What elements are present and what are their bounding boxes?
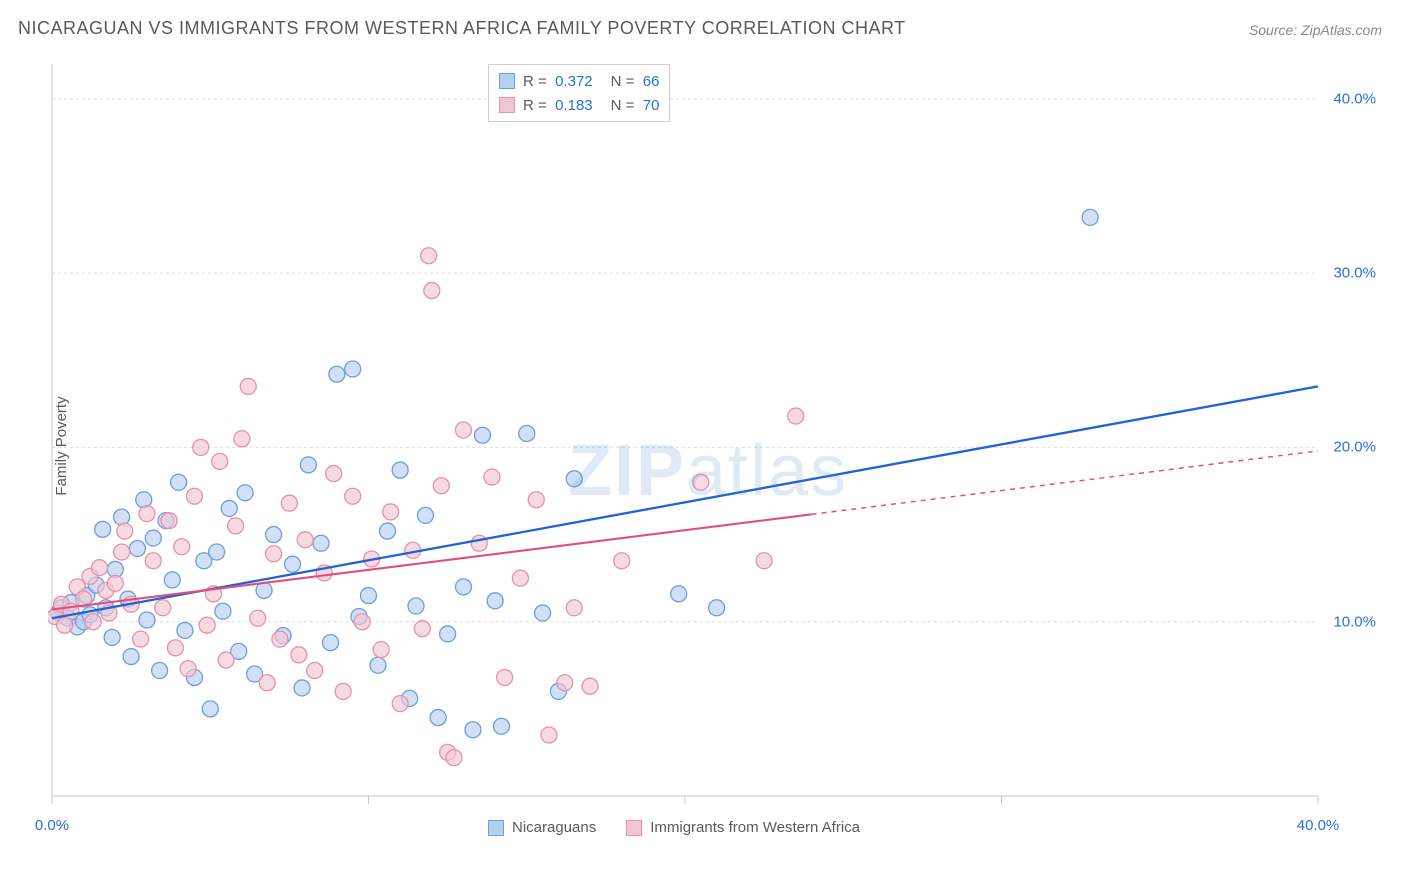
legend-label: Nicaraguans bbox=[512, 819, 596, 836]
legend-item: Nicaraguans bbox=[488, 819, 596, 836]
legend-label: Immigrants from Western Africa bbox=[650, 819, 860, 836]
legend-row: R = 0.372 N = 66 bbox=[499, 69, 659, 93]
series-legend: Nicaraguans Immigrants from Western Afric… bbox=[488, 819, 860, 836]
source-attribution: Source: ZipAtlas.com bbox=[1249, 22, 1382, 38]
correlation-legend: R = 0.372 N = 66 R = 0.183 N = 70 bbox=[488, 64, 670, 122]
n-stat: N = 70 bbox=[611, 97, 660, 114]
x-tick-label: 0.0% bbox=[35, 817, 69, 834]
y-tick-label: 40.0% bbox=[1333, 90, 1376, 107]
legend-swatch bbox=[488, 820, 504, 836]
plot-area: ZIPatlas 10.0%20.0%30.0%40.0% 0.0%40.0% … bbox=[48, 60, 1388, 840]
legend-row: R = 0.183 N = 70 bbox=[499, 93, 659, 117]
y-tick-label: 10.0% bbox=[1333, 613, 1376, 630]
legend-swatch bbox=[499, 73, 515, 89]
y-tick-label: 20.0% bbox=[1333, 439, 1376, 456]
r-stat: R = 0.183 bbox=[523, 97, 593, 114]
y-tick-label: 30.0% bbox=[1333, 265, 1376, 282]
legend-item: Immigrants from Western Africa bbox=[626, 819, 860, 836]
legend-swatch bbox=[626, 820, 642, 836]
chart-title: NICARAGUAN VS IMMIGRANTS FROM WESTERN AF… bbox=[18, 18, 906, 39]
r-stat: R = 0.372 bbox=[523, 73, 593, 90]
n-stat: N = 66 bbox=[611, 73, 660, 90]
chart-container: NICARAGUAN VS IMMIGRANTS FROM WESTERN AF… bbox=[0, 0, 1406, 892]
legend-swatch bbox=[499, 97, 515, 113]
chart-svg bbox=[48, 60, 1388, 840]
x-tick-label: 40.0% bbox=[1297, 817, 1340, 834]
